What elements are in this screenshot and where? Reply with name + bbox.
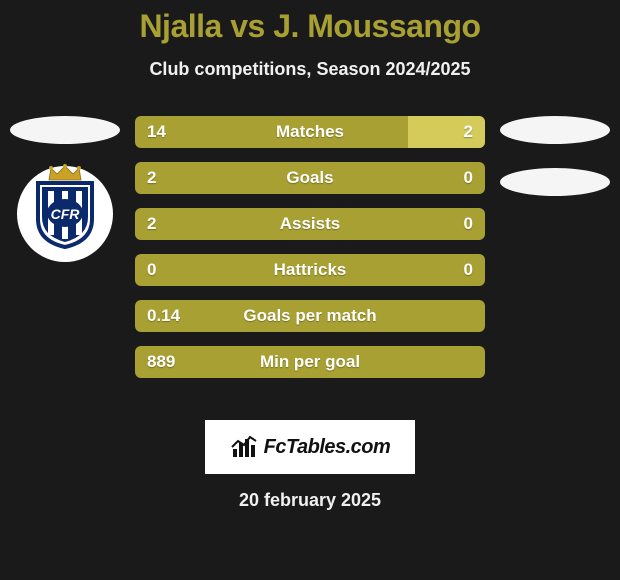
stat-label: Goals (135, 168, 485, 188)
stat-right-value: 0 (464, 214, 473, 234)
title-player2: J. Moussango (273, 8, 480, 44)
chart-icon (230, 433, 258, 461)
stat-label: Assists (135, 214, 485, 234)
stat-label: Hattricks (135, 260, 485, 280)
stat-row-assists: 2Assists0 (135, 208, 485, 240)
title-player1: Njalla (139, 8, 221, 44)
right-player-col (490, 116, 620, 196)
stat-label: Min per goal (135, 352, 485, 372)
subtitle: Club competitions, Season 2024/2025 (0, 59, 620, 80)
player-photo-placeholder-right (500, 116, 610, 144)
left-player-col: CFR (0, 116, 130, 262)
stat-right-value: 2 (464, 122, 473, 142)
stat-row-goals-per-match: 0.14Goals per match (135, 300, 485, 332)
shield-icon: CFR (34, 179, 96, 249)
club-crest-left: CFR (17, 166, 113, 262)
fctables-text: FcTables.com (264, 436, 391, 459)
club-crest-placeholder-right (500, 168, 610, 196)
crown-icon (47, 164, 83, 182)
stat-bars: 14Matches22Goals02Assists00Hattricks00.1… (135, 116, 485, 378)
page-title: Njalla vs J. Moussango (0, 0, 620, 45)
svg-text:CFR: CFR (51, 206, 81, 222)
stat-row-min-per-goal: 889Min per goal (135, 346, 485, 378)
stat-right-value: 0 (464, 260, 473, 280)
stat-label: Goals per match (135, 306, 485, 326)
stat-row-hattricks: 0Hattricks0 (135, 254, 485, 286)
fctables-badge: FcTables.com (205, 420, 415, 474)
stat-label: Matches (135, 122, 485, 142)
stat-row-goals: 2Goals0 (135, 162, 485, 194)
title-vs: vs (230, 8, 265, 44)
stat-row-matches: 14Matches2 (135, 116, 485, 148)
infographic-container: Njalla vs J. Moussango Club competitions… (0, 0, 620, 580)
date-text: 20 february 2025 (0, 490, 620, 511)
comparison-area: CFR 14Matches22Goals02Assists00Hattricks… (0, 116, 620, 396)
stat-right-value: 0 (464, 168, 473, 188)
player-photo-placeholder-left (10, 116, 120, 144)
